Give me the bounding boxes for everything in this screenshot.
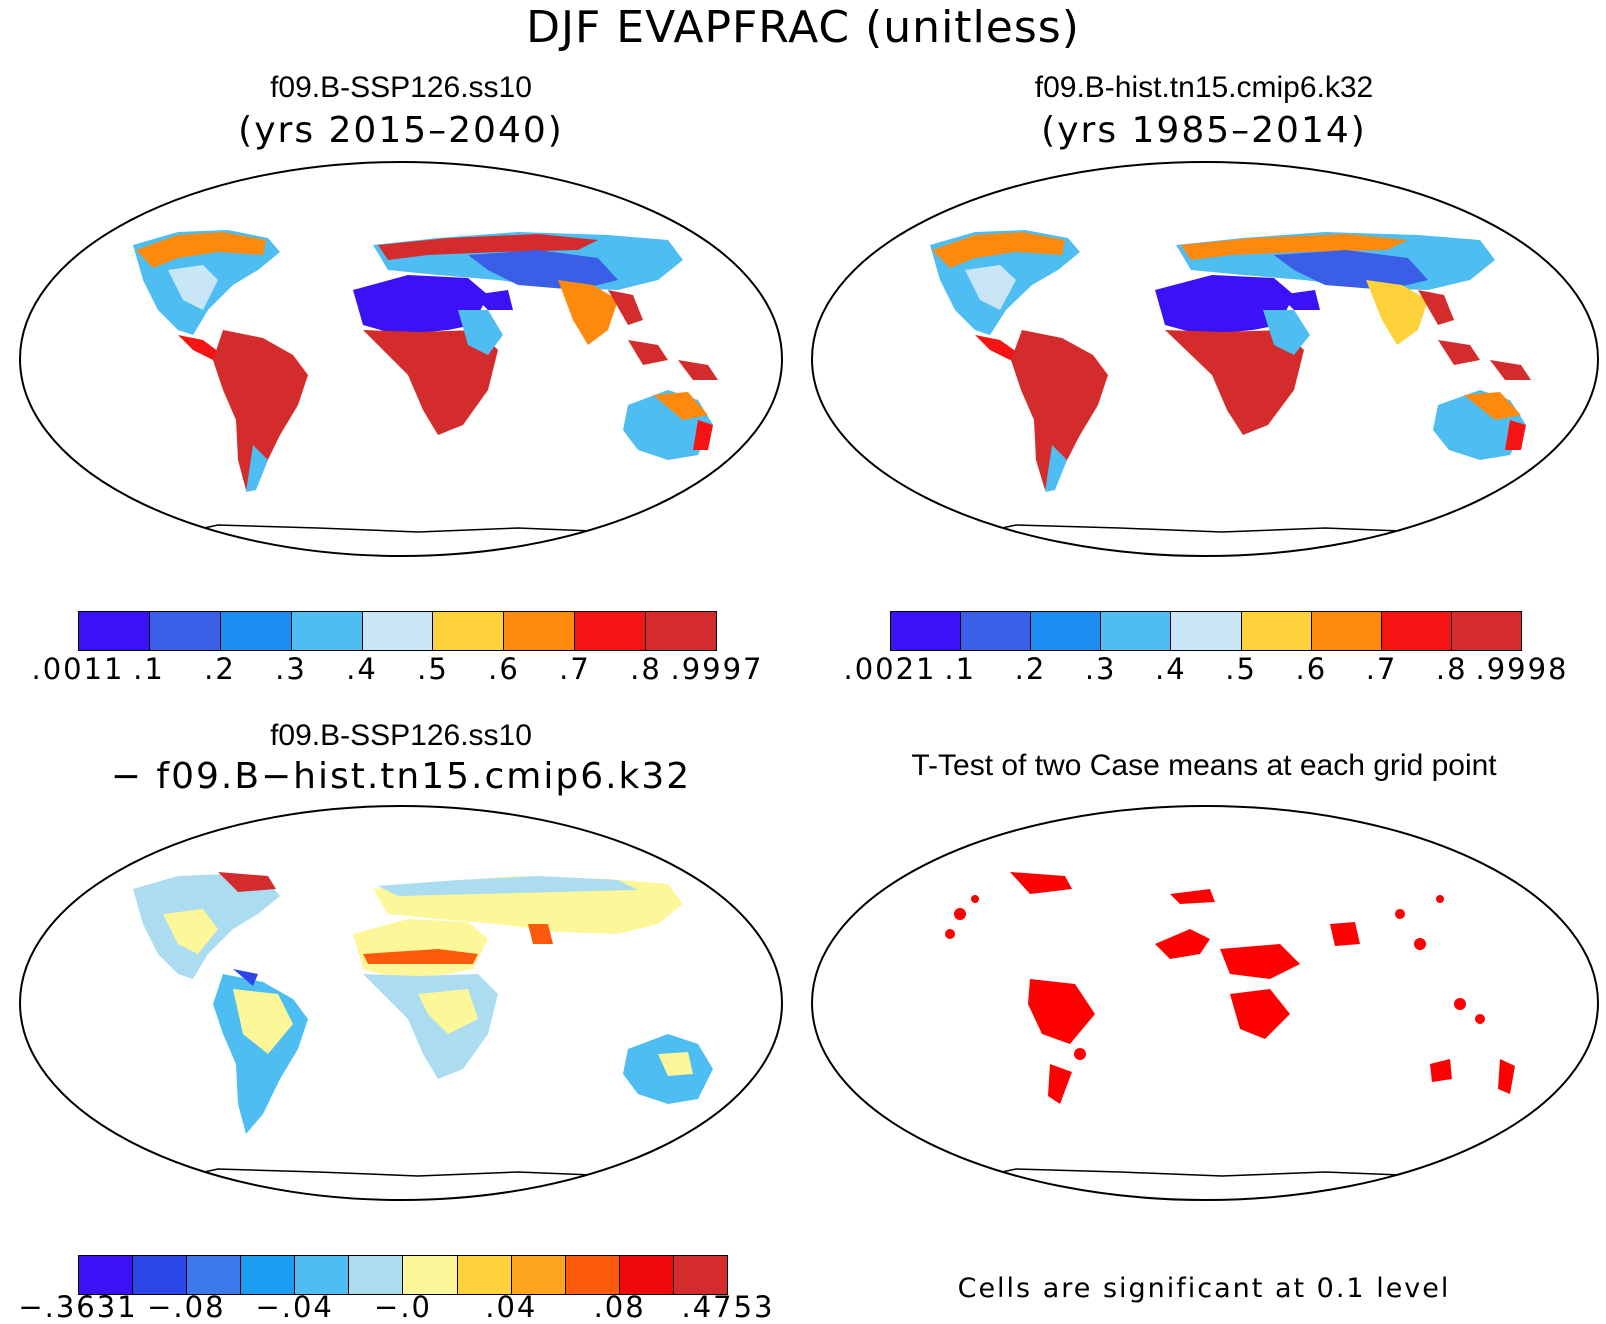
colorbar-tick-label: .4 <box>1155 652 1187 686</box>
panel-ttest-map <box>810 804 1600 1202</box>
panel-difference-title: f09.B-SSP126.ss10 <box>270 719 532 752</box>
map-ttest-svg <box>811 805 1599 1201</box>
ttest-significance-note: Cells are significant at 0.1 level <box>957 1273 1451 1304</box>
panel-difference-subtitle: − f09.B−hist.tn15.cmip6.k32 <box>110 756 692 797</box>
colorbar-tick-label: .0021 <box>843 652 937 686</box>
colorbar-swatch <box>961 612 1032 650</box>
colorbar-tick-label: −.3631 <box>18 1290 138 1324</box>
colorbar-swatch <box>79 612 150 650</box>
colorbar-swatch <box>349 1256 404 1294</box>
colorbar-swatch <box>362 612 434 650</box>
colorbar-tick-label: .3 <box>275 652 307 686</box>
colorbar-swatch <box>403 1256 458 1294</box>
colorbar-swatch <box>504 612 576 650</box>
colorbar-tick-label: .3 <box>1084 652 1117 686</box>
colorbar-difference <box>78 1255 728 1295</box>
colorbar-tick-label: .6 <box>1295 652 1328 686</box>
colorbar-swatch <box>1241 612 1312 650</box>
figure-title: DJF EVAPFRAC (unitless) <box>526 2 1080 53</box>
colorbar-tick-label: .2 <box>1014 652 1047 686</box>
panel-reference-title: f09.B-hist.tn15.cmip6.k32 <box>1034 71 1374 104</box>
colorbar-tick-label: .1 <box>944 652 977 686</box>
panel-case-subtitle: (yrs 2015–2040) <box>238 110 564 151</box>
colorbar-tick-label: .2 <box>204 652 236 686</box>
colorbar-difference-ticks: −.3631 −.08 −.04 −.0 .04 .08 .4753 <box>18 1290 772 1324</box>
colorbar-tick-label: .6 <box>488 652 520 686</box>
colorbar-swatch <box>291 612 363 650</box>
colorbar-case-ticks: .0011.1 .2 .3 .4 .5 .6 .7 .8.9997 <box>31 652 761 692</box>
colorbar-reference-ticks: .0021.1 .2 .3 .4 .5 .6 .7 .8.9998 <box>843 652 1566 692</box>
panel-reference-map <box>810 160 1600 558</box>
colorbar-reference <box>890 611 1522 651</box>
colorbar-swatch <box>220 612 292 650</box>
colorbar-tick-label: .5 <box>417 652 449 686</box>
colorbar-tick-label: .08 <box>593 1290 646 1324</box>
colorbar-tick-label: −.04 <box>255 1290 334 1324</box>
panel-difference-map <box>18 804 784 1202</box>
colorbar-swatch <box>575 612 647 650</box>
colorbar-swatch <box>79 1256 134 1294</box>
map-difference-svg <box>19 805 783 1201</box>
colorbar-tick-label: .1 <box>133 652 165 686</box>
colorbar-swatch <box>891 612 962 650</box>
colorbar-tick-label: −.0 <box>374 1290 432 1324</box>
colorbar-tick-label: .5 <box>1225 652 1257 686</box>
colorbar-tick-label: .7 <box>1365 652 1398 686</box>
colorbar-tick-label: .0011 <box>31 652 125 686</box>
colorbar-swatch <box>241 1256 296 1294</box>
colorbar-swatch <box>1311 612 1382 650</box>
colorbar-swatch <box>1101 612 1172 650</box>
colorbar-swatch <box>511 1256 566 1294</box>
colorbar-swatch <box>673 1256 727 1294</box>
colorbar-swatch <box>149 612 221 650</box>
map-case-svg <box>19 161 783 557</box>
colorbar-swatch <box>295 1256 350 1294</box>
colorbar-tick-label: −.08 <box>147 1290 226 1324</box>
colorbar-swatch <box>1451 612 1521 650</box>
colorbar-swatch <box>619 1256 674 1294</box>
colorbar-tick-label: .9997 <box>670 652 764 686</box>
colorbar-tick-label: .7 <box>559 652 591 686</box>
map-reference-svg <box>811 161 1599 557</box>
panel-reference-subtitle: (yrs 1985–2014) <box>1041 110 1367 151</box>
colorbar-swatch <box>565 1256 620 1294</box>
colorbar-swatch <box>1171 612 1242 650</box>
colorbar-tick-label: .8 <box>630 652 662 686</box>
colorbar-swatch <box>1381 612 1452 650</box>
colorbar-tick-label: .4753 <box>681 1290 775 1324</box>
colorbar-tick-label: .8 <box>1435 652 1468 686</box>
colorbar-swatch <box>457 1256 512 1294</box>
colorbar-tick-label: .04 <box>485 1290 538 1324</box>
colorbar-swatch <box>133 1256 188 1294</box>
colorbar-swatch <box>646 612 717 650</box>
colorbar-swatch <box>1031 612 1102 650</box>
panel-case-map <box>18 160 784 558</box>
colorbar-tick-label: .9998 <box>1475 652 1569 686</box>
panel-case-title: f09.B-SSP126.ss10 <box>270 71 532 104</box>
panel-ttest-title: T-Test of two Case means at each grid po… <box>911 749 1497 782</box>
colorbar-swatch <box>433 612 505 650</box>
colorbar-swatch <box>187 1256 242 1294</box>
colorbar-tick-label: .4 <box>346 652 378 686</box>
colorbar-case <box>78 611 717 651</box>
